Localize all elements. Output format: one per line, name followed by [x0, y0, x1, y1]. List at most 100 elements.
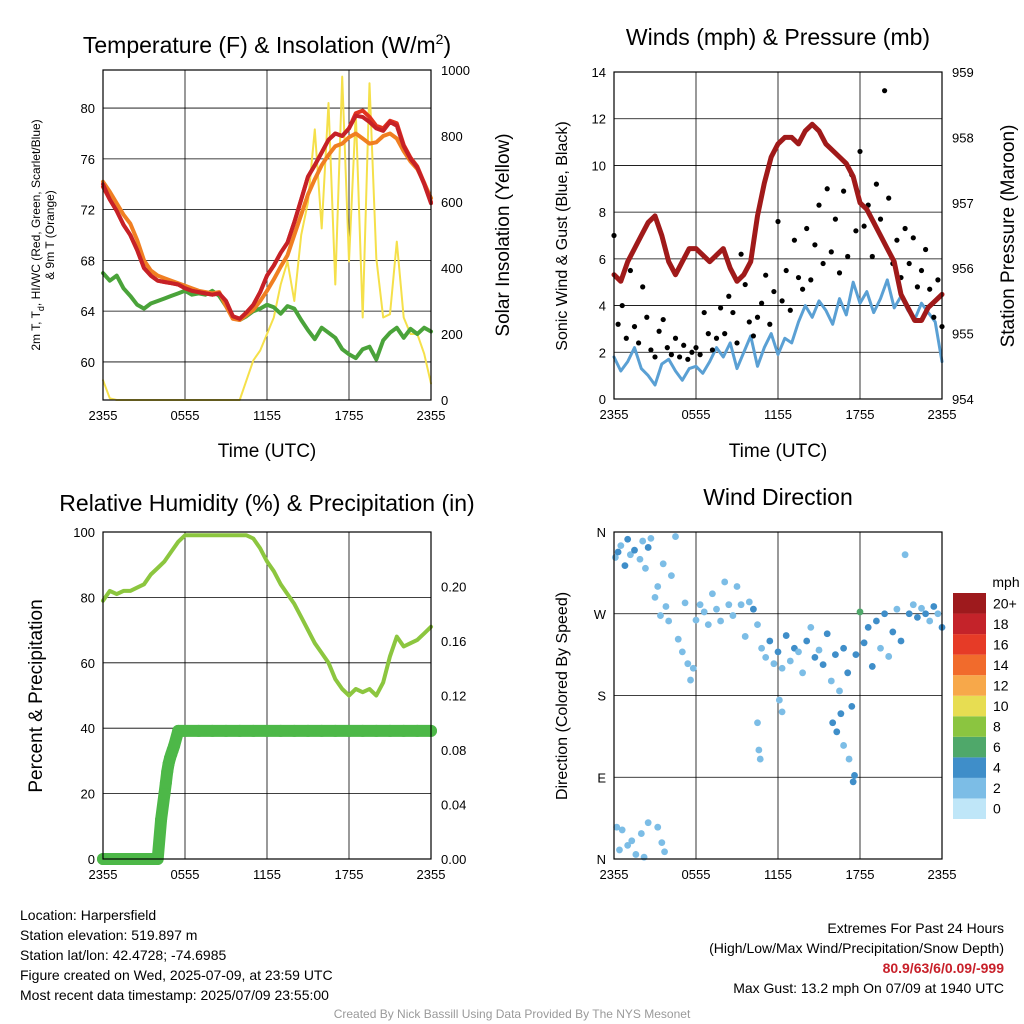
left-y-tick-label: 0 [599, 392, 606, 407]
gust-point [660, 316, 666, 323]
wind-direction-point [873, 617, 880, 625]
x-tick-label: 1755 [335, 867, 364, 882]
wind-direction-point [833, 728, 841, 736]
temperature-panel-title: Temperature (F) & Insolation (W/m2) [83, 31, 451, 58]
wind-direction-point [662, 603, 670, 610]
precipitation-point [315, 724, 328, 737]
legend-label: 16 [993, 636, 1009, 652]
wind-direction-point [721, 578, 729, 586]
winds-x-axis-title: Time (UTC) [729, 441, 828, 462]
temperature-tick-labels: 2355 0555 1155 1755 235560646872768002004006… [81, 63, 470, 423]
precipitation-point [261, 724, 273, 737]
precipitation-point [356, 724, 369, 737]
gust-point [746, 319, 752, 325]
legend-label: 0 [993, 801, 1001, 817]
gust-point [656, 328, 662, 334]
right-y-tick-label: 200 [441, 327, 463, 342]
right-y-tick-label: 800 [441, 129, 463, 144]
wind-direction-point [815, 646, 823, 654]
wind-direction-point [725, 601, 733, 609]
gust-point [894, 237, 900, 243]
winds-series [611, 88, 945, 387]
left-y-tick-label: 60 [81, 656, 95, 671]
wind-direction-point [901, 551, 909, 559]
temperature-plot-frame [102, 69, 432, 401]
legend-swatch [953, 736, 986, 758]
wind-direction-point [803, 637, 811, 645]
speed-legend: 0 2 4 6 8 10 12 14 16 18 20+ [953, 593, 1017, 819]
x-tick-label: 0555 [682, 407, 711, 422]
sonic-wind-line [612, 278, 944, 387]
wind-direction-point [681, 599, 689, 607]
gust-point [812, 242, 818, 248]
right-y-tick-label: 0.00 [441, 852, 466, 867]
wind-direction-point [659, 560, 667, 568]
right-y-tick-label: 956 [952, 261, 974, 276]
wind-direction-point [617, 542, 625, 550]
pressure-line [611, 121, 945, 323]
gust-point [648, 347, 654, 353]
precipitation-point [384, 724, 396, 737]
left-y-tick-label: 12 [592, 112, 606, 127]
figure-created: Figure created on Wed, 2025-07-09, at 23… [20, 967, 333, 983]
legend-label: 18 [993, 616, 1009, 632]
x-tick-label: 2355 [928, 407, 957, 422]
gust-point [841, 188, 847, 194]
gust-point [644, 314, 650, 320]
wind-direction-point [674, 635, 682, 643]
x-tick-label: 1755 [846, 867, 875, 882]
gust-point [816, 202, 822, 208]
wind-direction-point [852, 651, 860, 659]
humidity-tick-labels: 2355 0555 1155 1755 23550204060801000.000.04… [73, 525, 466, 882]
left-y-tick-label: 60 [81, 355, 95, 370]
wind-direction-point [860, 639, 868, 647]
gust-point [902, 225, 908, 232]
gust-point [759, 300, 765, 306]
winds-y-axis-title: Sonic Wind & Gust (Blue, Black) [554, 121, 571, 350]
extremes-legend: (High/Low/Max Wind/Precipitation/Snow De… [709, 940, 1004, 956]
left-y-tick-label: 76 [81, 152, 95, 167]
wind-direction-point [755, 746, 763, 754]
left-y-tick-label: 20 [81, 787, 95, 802]
wind-direction-point [709, 590, 716, 598]
precipitation-point [155, 813, 168, 826]
x-tick-label: 2355 [928, 867, 957, 882]
wind-direction-point [621, 562, 629, 570]
wind-direction-point [754, 719, 761, 727]
wind-direction-point [687, 676, 694, 684]
x-tick-label: 2355 [89, 408, 118, 423]
gust-point [828, 249, 834, 255]
wind-direction-point [782, 632, 790, 639]
wind-direction-point [632, 851, 640, 858]
gust-point [685, 356, 691, 362]
wind-direction-point [897, 637, 905, 645]
wind-direction-point [930, 603, 938, 610]
gust-point [750, 333, 757, 339]
credit-line: Created By Nick Bassill Using Data Provi… [333, 1007, 691, 1021]
right-y-tick-label: 1000 [441, 63, 470, 78]
gust-point [767, 321, 773, 327]
wind-direction-point [807, 623, 815, 631]
wind-direction-point [624, 535, 632, 543]
gust-point [627, 267, 634, 274]
wind-direction-point [877, 644, 884, 652]
gust-point [783, 267, 789, 274]
wind-direction-point [713, 605, 720, 613]
precipitation-point [370, 724, 383, 737]
x-tick-label: 1155 [253, 867, 281, 882]
legend-label: 4 [993, 760, 1001, 776]
dewpoint-line [101, 271, 433, 362]
wind-direction-point [647, 534, 655, 542]
wind-direction-point [684, 660, 692, 668]
gust-point [623, 335, 629, 341]
precipitation-point [247, 724, 260, 737]
left-y-tick-label: 10 [592, 158, 606, 173]
gust-point [791, 237, 798, 243]
wind-direction-point [819, 661, 827, 669]
gust-point [910, 235, 916, 241]
left-y-tick-label: 100 [73, 525, 95, 540]
x-tick-label: 2355 [89, 867, 118, 882]
wind-direction-point [624, 841, 632, 849]
right-y-tick-label: 957 [952, 196, 974, 211]
